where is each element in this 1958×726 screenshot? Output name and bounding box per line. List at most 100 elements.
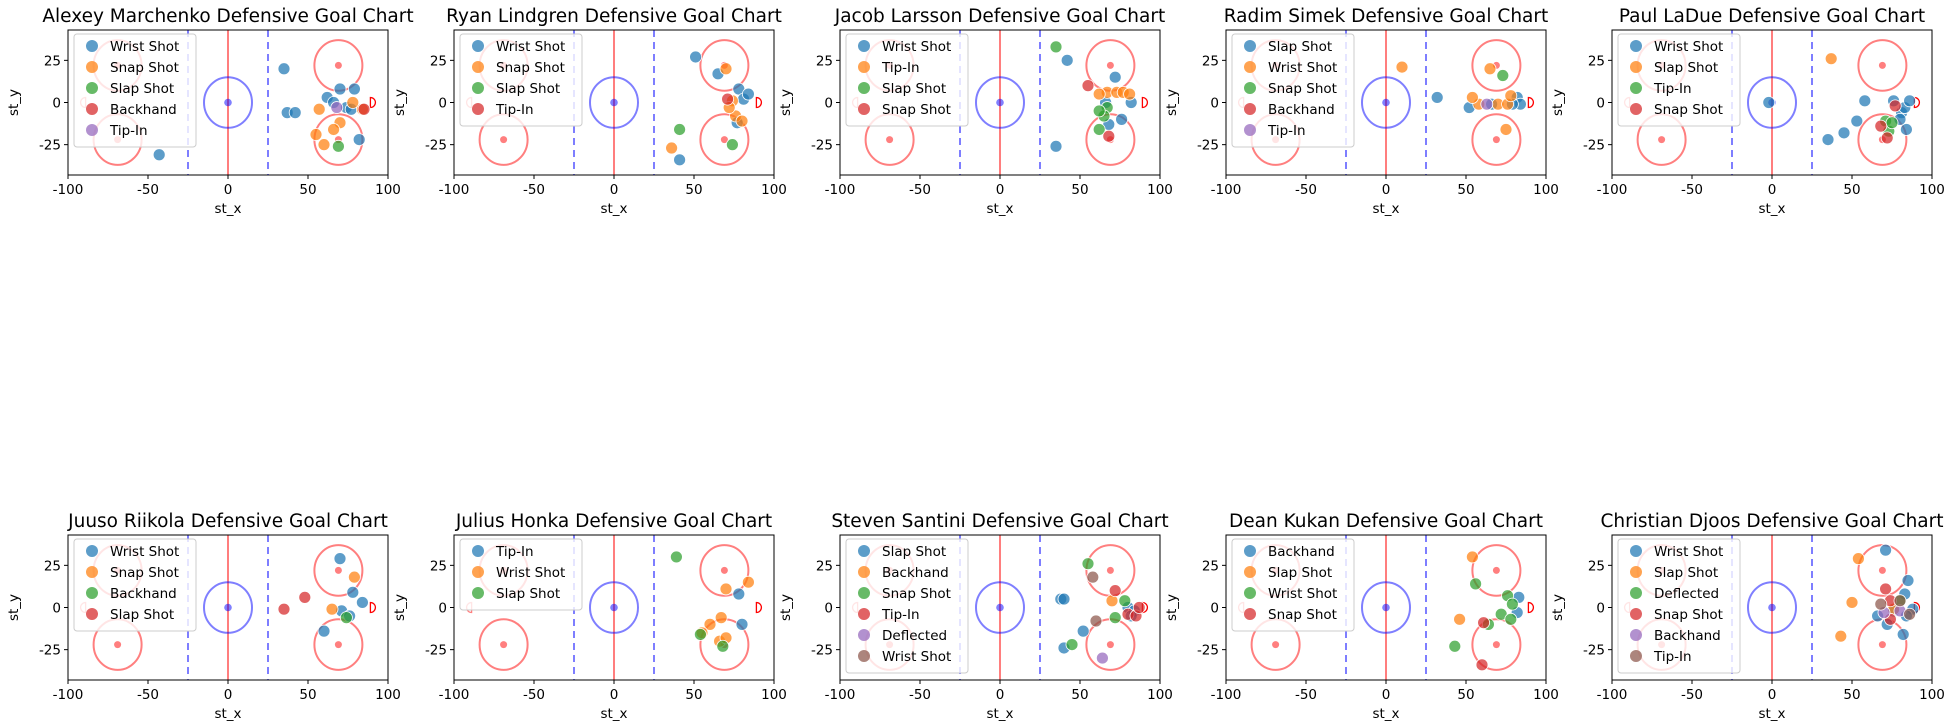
y-tick-label: 25 bbox=[430, 53, 447, 69]
legend-label: Slap Shot bbox=[882, 544, 946, 560]
x-tick-label: 0 bbox=[1768, 687, 1777, 703]
y-axis-label: st_y bbox=[6, 89, 22, 116]
legend-label: Slap Shot bbox=[496, 81, 560, 97]
goal-crease bbox=[1527, 96, 1534, 109]
goal-crease bbox=[1527, 601, 1534, 614]
chart-title: Dean Kukan Defensive Goal Chart bbox=[1229, 511, 1543, 532]
x-tick-label: -100 bbox=[825, 687, 856, 703]
legend-label: Backhand bbox=[1654, 628, 1721, 644]
legend: Wrist Shot Snap Shot Slap Shot Backhand Tip-… bbox=[73, 33, 197, 148]
shot-point bbox=[1076, 624, 1090, 638]
legend-marker bbox=[858, 650, 870, 662]
center-dot bbox=[224, 98, 232, 107]
faceoff-circle bbox=[1471, 113, 1522, 166]
legend-marker bbox=[1630, 629, 1642, 641]
shot-point bbox=[331, 139, 345, 153]
legend-marker bbox=[1244, 61, 1256, 73]
shot-point bbox=[1821, 133, 1835, 146]
x-tick-label: 0 bbox=[1382, 687, 1391, 703]
shot-point bbox=[1395, 60, 1409, 74]
x-tick-label: 100 bbox=[1919, 182, 1945, 198]
legend-label: Wrist Shot bbox=[496, 39, 565, 55]
shot-point bbox=[346, 585, 360, 599]
x-tick-label: -100 bbox=[1597, 182, 1628, 198]
shot-point bbox=[1885, 116, 1899, 130]
shot-point bbox=[1102, 129, 1116, 143]
legend-label: Snap Shot bbox=[1654, 607, 1723, 623]
shot-point bbox=[1837, 126, 1851, 140]
legend: Slap Shot Backhand Snap Shot Tip-In Deflecte… bbox=[845, 538, 969, 674]
y-tick-label: 0 bbox=[824, 96, 833, 112]
x-tick-label: -100 bbox=[439, 182, 470, 198]
shot-point bbox=[1108, 584, 1122, 598]
legend-label: Slap Shot bbox=[1654, 60, 1718, 76]
shot-point bbox=[1096, 651, 1109, 665]
legend-label: Wrist Shot bbox=[496, 565, 565, 581]
legend-label: Deflected bbox=[1654, 586, 1719, 602]
shot-point bbox=[714, 611, 728, 625]
shot-point bbox=[1448, 639, 1462, 653]
goal-crease bbox=[1141, 96, 1148, 109]
x-tick-label: 50 bbox=[1843, 687, 1860, 703]
center-dot bbox=[224, 603, 232, 612]
y-tick-label: 25 bbox=[44, 53, 61, 69]
x-tick-label: 0 bbox=[224, 687, 233, 703]
shot-point bbox=[1901, 574, 1915, 587]
shot-point bbox=[1852, 552, 1865, 566]
legend-marker bbox=[858, 82, 870, 94]
shot-point bbox=[325, 602, 339, 616]
rink-markings bbox=[1238, 30, 1534, 175]
faceoff-dot bbox=[1106, 61, 1114, 69]
center-dot bbox=[610, 603, 618, 612]
shot-point bbox=[1893, 594, 1907, 608]
shot-point bbox=[1874, 119, 1888, 133]
faceoff-dot bbox=[334, 641, 342, 649]
legend-marker bbox=[1630, 587, 1642, 599]
x-tick-label: 50 bbox=[685, 687, 702, 703]
legend-frame bbox=[845, 538, 969, 674]
legend-marker bbox=[1630, 650, 1642, 662]
x-tick-label: -50 bbox=[1681, 182, 1703, 198]
goal-crease bbox=[755, 601, 762, 614]
legend-label: Wrist Shot bbox=[1268, 586, 1337, 602]
legend-marker bbox=[472, 545, 484, 557]
shot-point bbox=[694, 628, 707, 641]
x-axis-label: st_x bbox=[214, 706, 241, 722]
shot-point bbox=[1888, 99, 1902, 113]
faceoff-dot bbox=[500, 641, 508, 649]
legend-label: Snap Shot bbox=[496, 60, 565, 76]
x-tick-label: 100 bbox=[1533, 182, 1559, 198]
legend-marker bbox=[86, 40, 98, 52]
legend: Slap Shot Wrist Shot Snap Shot Backhand Tip-… bbox=[1231, 33, 1355, 148]
chart-panel: Juuso Riikola Defensive Goal Chart Wrist … bbox=[6, 511, 401, 722]
shot-point bbox=[1900, 123, 1913, 136]
y-tick-label: 0 bbox=[438, 96, 447, 112]
y-tick-label: 25 bbox=[1202, 558, 1219, 574]
legend-label: Snap Shot bbox=[1268, 607, 1337, 623]
y-tick-label: -25 bbox=[39, 138, 61, 154]
shot-point bbox=[1086, 570, 1100, 584]
shot-point bbox=[735, 617, 749, 631]
center-dot bbox=[996, 98, 1004, 107]
shot-point bbox=[1879, 582, 1892, 596]
x-tick-label: -100 bbox=[1211, 687, 1242, 703]
shot-point bbox=[1081, 79, 1095, 93]
faceoff-circle bbox=[1471, 544, 1522, 597]
faceoff-circle bbox=[1471, 618, 1522, 671]
x-tick-label: 50 bbox=[1071, 687, 1088, 703]
shot-point bbox=[1858, 94, 1872, 108]
center-dot bbox=[610, 98, 618, 107]
y-tick-label: 25 bbox=[44, 558, 61, 574]
shot-point bbox=[1903, 94, 1916, 108]
faceoff-dot bbox=[334, 61, 342, 69]
legend-label: Snap Shot bbox=[1654, 102, 1723, 118]
shot-point bbox=[1123, 87, 1136, 101]
x-axis-label: st_x bbox=[1758, 201, 1785, 217]
y-tick-label: 25 bbox=[1588, 558, 1605, 574]
center-circle bbox=[589, 76, 639, 129]
shot-point bbox=[327, 123, 341, 136]
shot-point bbox=[352, 133, 366, 146]
x-tick-label: 0 bbox=[996, 687, 1005, 703]
legend-label: Backhand bbox=[1268, 102, 1335, 118]
